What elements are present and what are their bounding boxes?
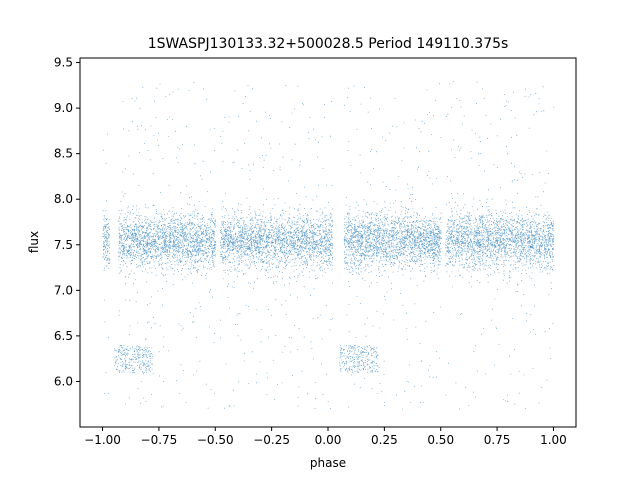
y-axis-label: flux	[27, 231, 41, 253]
x-axis: −1.00 −0.75 −0.50 −0.25 0.00 0.25 0.50 0.75 1.00	[84, 427, 567, 447]
y-tick-label: 7.5	[54, 238, 73, 252]
x-tick-label: −0.75	[141, 433, 178, 447]
y-tick-label: 6.0	[54, 374, 73, 388]
y-tick-label: 9.0	[54, 101, 73, 115]
y-tick-label: 7.0	[54, 283, 73, 297]
plot-frame	[79, 57, 577, 428]
y-tick-label: 8.0	[54, 192, 73, 206]
scatter-points	[102, 81, 555, 410]
x-tick-label: 0.50	[427, 433, 454, 447]
x-tick-label: −1.00	[84, 433, 121, 447]
x-tick-label: 0.00	[315, 433, 342, 447]
x-tick-label: 1.00	[540, 433, 567, 447]
y-tick-label: 6.5	[54, 329, 73, 343]
chart-title: 1SWASPJ130133.32+500028.5 Period 149110.…	[148, 36, 509, 52]
y-tick-label: 8.5	[54, 147, 73, 161]
x-tick-label: 0.75	[484, 433, 511, 447]
y-axis: 6.0 6.5 7.0 7.5 8.0 8.5 9.0 9.5	[54, 56, 80, 388]
x-tick-label: 0.25	[371, 433, 398, 447]
scatter-point-cloud	[102, 81, 555, 410]
x-tick-label: −0.25	[253, 433, 290, 447]
x-axis-label: phase	[310, 456, 346, 470]
y-tick-label: 9.5	[54, 56, 73, 70]
x-tick-label: −0.50	[197, 433, 234, 447]
